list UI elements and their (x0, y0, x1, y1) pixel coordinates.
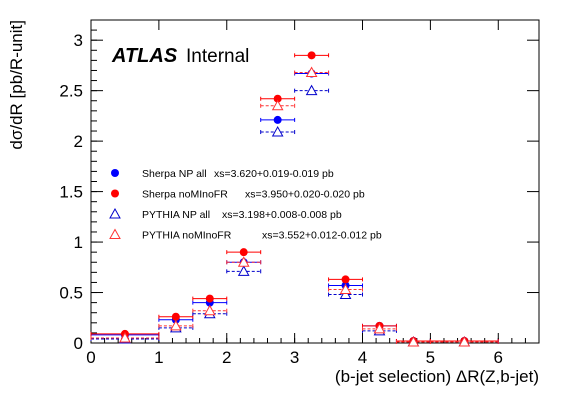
legend-label: Sherpa NP all (142, 168, 207, 180)
data-point (239, 248, 248, 257)
data-point (237, 265, 250, 276)
data-point (271, 99, 284, 111)
x-tick-label: 3 (290, 348, 299, 367)
x-tick-label: 0 (86, 348, 95, 367)
series-0 (90, 69, 499, 345)
x-axis-title: (b-jet selection) ΔR(Z,b-jet) (335, 367, 539, 386)
axis-tick-labels: 0 1 2 3 4 5 6 0 0.5 1 1.5 2 2.5 3 (59, 31, 503, 367)
legend: Sherpa NP all xs=3.620+0.019-0.019 pbSher… (109, 168, 382, 242)
legend-xs: xs=3.198+0.008-0.008 pb (222, 209, 342, 221)
x-tick-label: 4 (358, 348, 367, 367)
legend-item: Sherpa NP all xs=3.620+0.019-0.019 pb (111, 168, 334, 180)
x-tick-label: 6 (494, 348, 503, 367)
data-point (341, 275, 350, 284)
legend-marker (111, 169, 119, 177)
series-3 (90, 66, 499, 347)
y-tick-label: 2.5 (59, 82, 83, 101)
data-point (458, 335, 471, 347)
legend-label: PYTHIA NP all (142, 209, 210, 221)
legend-marker (109, 207, 121, 219)
x-tick-label: 2 (222, 348, 231, 367)
y-tick-label: 1 (74, 233, 83, 252)
legend-item: Sherpa noMInoFR xs=3.950+0.020-0.020 pb (111, 189, 365, 201)
legend-xs: xs=3.552+0.012-0.012 pb (262, 230, 382, 242)
data-point (339, 288, 352, 300)
y-tick-label: 2 (74, 132, 83, 151)
legend-marker (109, 228, 121, 239)
x-tick-label: 5 (426, 348, 435, 367)
legend-xs: xs=3.950+0.020-0.020 pb (245, 189, 365, 201)
data-point (373, 322, 386, 334)
plot-frame (90, 19, 540, 344)
legend-item: PYTHIA NP all xs=3.198+0.008-0.008 pb (109, 207, 342, 221)
data-point (305, 84, 318, 96)
data-point (169, 319, 182, 331)
legend-marker (111, 189, 119, 198)
axis-ticks (90, 19, 540, 344)
data-point (171, 312, 180, 321)
x-tick-label: 1 (154, 348, 163, 367)
atlas-status: Internal (186, 46, 249, 67)
y-tick-label: 0.5 (59, 284, 83, 303)
data-point (203, 304, 216, 316)
data-point (305, 66, 318, 77)
y-axis-title: dσ/dR [pb/R-unit] (7, 20, 26, 150)
atlas-label: ATLAS (111, 45, 178, 67)
data-point (273, 115, 282, 124)
data-point (237, 256, 250, 267)
data-point (205, 294, 214, 303)
y-tick-label: 1.5 (59, 183, 83, 202)
data-point (119, 331, 131, 343)
data-point (407, 335, 420, 347)
y-tick-label: 0 (74, 334, 83, 353)
data-point (307, 51, 316, 60)
legend-item: PYTHIA noMInoFR xs=3.552+0.012-0.012 pb (109, 228, 382, 242)
legend-label: PYTHIA noMInoFR (142, 230, 232, 242)
data-point (271, 126, 284, 137)
y-tick-label: 3 (74, 31, 83, 50)
data-point (273, 94, 282, 103)
legend-label: Sherpa noMInoFR (142, 189, 228, 201)
legend-xs: xs=3.620+0.019-0.019 pb (214, 168, 334, 180)
data-point (339, 283, 352, 295)
data-marks (90, 51, 499, 347)
